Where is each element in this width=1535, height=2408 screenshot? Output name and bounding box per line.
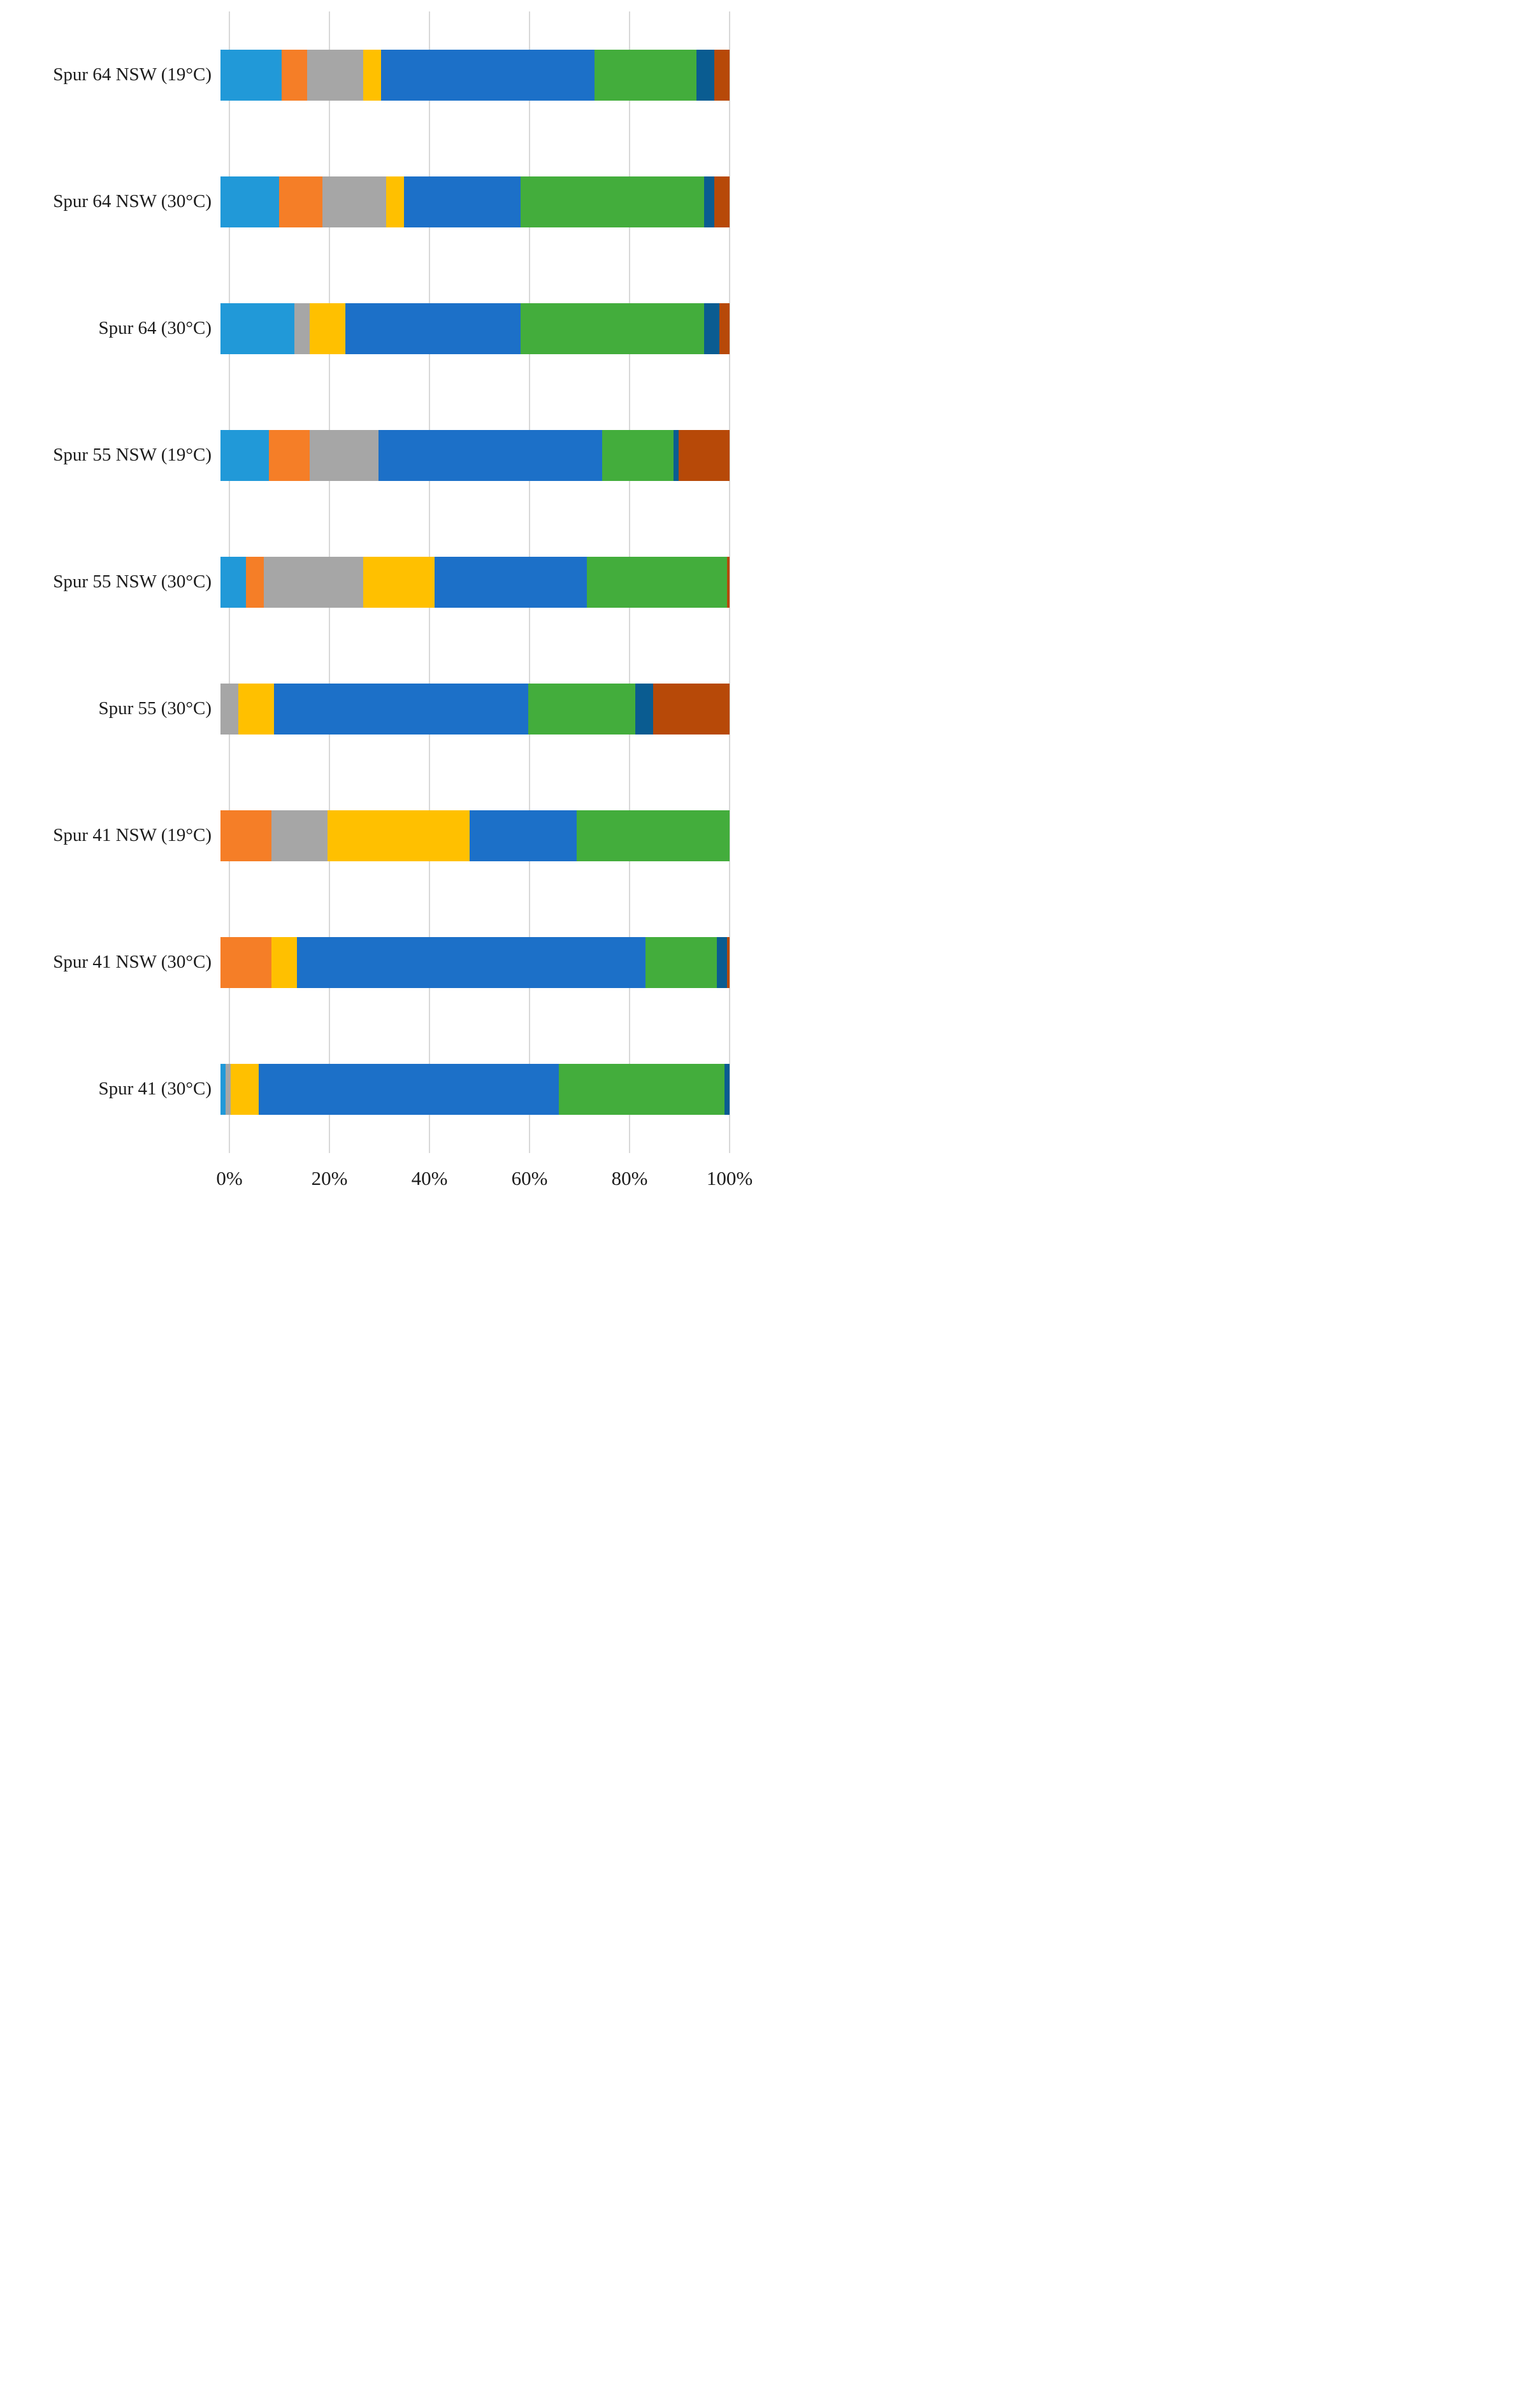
- category-label: Spur 64 (30°C): [98, 317, 212, 338]
- bar-segment-dark-blue: [724, 1064, 730, 1115]
- bar-segment-yellow: [271, 937, 297, 989]
- bar-segment-dark-blue: [674, 429, 679, 481]
- bar-segment-light-blue: [220, 49, 282, 101]
- bar-track: [220, 937, 730, 989]
- bar-segment-green: [577, 810, 730, 862]
- category-label: Spur 55 NSW (19°C): [53, 444, 212, 465]
- bar-segment-yellow: [327, 810, 470, 862]
- bar-row: Spur 41 NSW (30°C): [0, 899, 730, 1026]
- category-label: Spur 41 NSW (19°C): [53, 825, 212, 846]
- bar-segment-gray: [263, 556, 363, 608]
- bar-segment-green: [587, 556, 727, 608]
- bar-segment-orange: [220, 810, 271, 862]
- bar-segment-dark-red: [714, 176, 730, 227]
- x-axis-tick-label: 100%: [706, 1167, 753, 1189]
- bar-segment-light-blue: [220, 303, 294, 354]
- bar-segment-yellow: [309, 303, 345, 354]
- bar-segment-green: [521, 176, 704, 227]
- x-axis-tick-label: 60%: [511, 1167, 548, 1189]
- bar-segment-green: [559, 1064, 724, 1115]
- bar-row: Spur 55 NSW (19°C): [0, 392, 730, 519]
- x-axis: 0% 20% 40% 60% 80% 100%: [216, 1153, 753, 1204]
- bar-segment-blue: [380, 49, 595, 101]
- category-label: Spur 64 NSW (19°C): [53, 64, 212, 85]
- category-label: Spur 55 (30°C): [98, 698, 212, 719]
- bar-row: Spur 64 (30°C): [0, 265, 730, 392]
- bar-segment-gray: [306, 49, 363, 101]
- bar-segment-green: [521, 303, 704, 354]
- bar-segment-dark-blue: [704, 176, 714, 227]
- bar-segment-blue: [470, 810, 577, 862]
- bar-track: [220, 429, 730, 481]
- bar-segment-dark-blue: [635, 684, 654, 735]
- bar-row: Spur 41 NSW (19°C): [0, 773, 730, 899]
- bar-segment-light-blue: [220, 176, 279, 227]
- bar-segment-dark-red: [726, 937, 730, 989]
- bar-segment-dark-blue: [696, 49, 714, 101]
- bar-segment-blue: [403, 176, 521, 227]
- bar-segment-green: [595, 49, 697, 101]
- bar-segment-blue: [258, 1064, 559, 1115]
- bar-segment-yellow: [386, 176, 404, 227]
- bar-track: [220, 1064, 730, 1115]
- category-label: Spur 41 (30°C): [98, 1079, 212, 1100]
- bar-segment-green: [602, 429, 674, 481]
- bar-segment-yellow: [230, 1064, 259, 1115]
- stacked-bar-chart: Spur 64 NSW (19°C) Spur 64 NSW (30°C) Spur…: [0, 0, 767, 1204]
- bar-row: Spur 64 NSW (19°C): [0, 11, 730, 138]
- bar-track: [220, 49, 730, 101]
- x-axis-tick-label: 0%: [216, 1167, 243, 1189]
- bar-segment-yellow: [363, 556, 435, 608]
- x-axis-tick-label: 20%: [311, 1167, 348, 1189]
- bar-row: Spur 55 (30°C): [0, 646, 730, 773]
- bar-track: [220, 556, 730, 608]
- bar-segment-orange: [220, 937, 271, 989]
- bar-segment-dark-blue: [717, 937, 727, 989]
- bar-segment-yellow: [363, 49, 381, 101]
- bar-segment-orange: [281, 49, 307, 101]
- bar-row: Spur 41 (30°C): [0, 1026, 730, 1153]
- bar-segment-dark-red: [719, 303, 730, 354]
- bar-track: [220, 176, 730, 227]
- bar-segment-orange: [245, 556, 264, 608]
- bar-segment-dark-red: [714, 49, 730, 101]
- bar-rows: Spur 64 NSW (19°C) Spur 64 NSW (30°C) Spur…: [0, 11, 730, 1153]
- bar-segment-blue: [378, 429, 603, 481]
- bar-segment-green: [528, 684, 636, 735]
- bar-segment-light-blue: [220, 429, 269, 481]
- bar-segment-blue: [296, 937, 646, 989]
- x-axis-tick-label: 40%: [411, 1167, 448, 1189]
- bar-segment-gray: [294, 303, 310, 354]
- bar-segment-gray: [225, 1064, 231, 1115]
- bar-segment-blue: [345, 303, 521, 354]
- bar-segment-dark-blue: [704, 303, 719, 354]
- bar-segment-gray: [322, 176, 386, 227]
- category-label: Spur 64 NSW (30°C): [53, 190, 212, 211]
- bar-row: Spur 64 NSW (30°C): [0, 138, 730, 265]
- bar-track: [220, 684, 730, 735]
- bar-segment-light-blue: [220, 556, 246, 608]
- bar-segment-dark-red: [679, 429, 730, 481]
- bar-track: [220, 303, 730, 354]
- bar-segment-orange: [268, 429, 310, 481]
- bar-segment-gray: [220, 684, 238, 735]
- category-label: Spur 41 NSW (30°C): [53, 952, 212, 973]
- bar-segment-yellow: [238, 684, 274, 735]
- bar-segment-dark-red: [653, 684, 730, 735]
- page: Spur 64 NSW (19°C) Spur 64 NSW (30°C) Spur…: [0, 0, 767, 1204]
- category-label: Spur 55 NSW (30°C): [53, 571, 212, 592]
- bar-segment-dark-red: [726, 556, 730, 608]
- bar-segment-orange: [278, 176, 322, 227]
- gridline: [729, 11, 730, 1153]
- bar-segment-gray: [271, 810, 328, 862]
- bar-segment-gray: [309, 429, 378, 481]
- bar-row: Spur 55 NSW (30°C): [0, 519, 730, 645]
- bar-segment-blue: [434, 556, 587, 608]
- bar-segment-blue: [273, 684, 529, 735]
- bar-track: [220, 810, 730, 862]
- bar-segment-green: [645, 937, 717, 989]
- x-axis-tick-label: 80%: [611, 1167, 648, 1189]
- bar-segment-light-blue: [220, 1064, 226, 1115]
